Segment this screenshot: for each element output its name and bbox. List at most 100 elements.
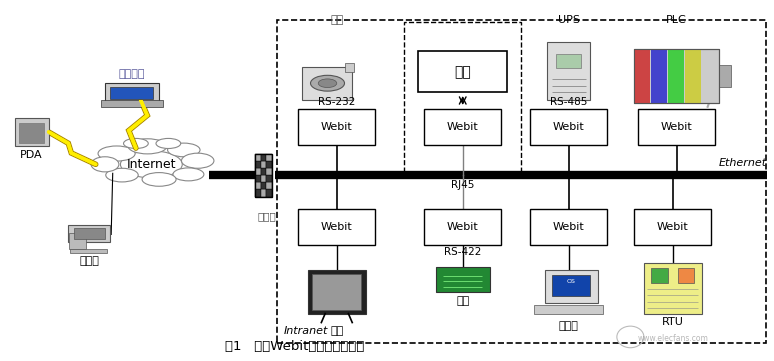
Bar xyxy=(266,168,272,175)
Text: 图1   嵌入Webit的设备互联网络: 图1 嵌入Webit的设备互联网络 xyxy=(224,340,364,353)
Bar xyxy=(261,182,266,190)
Bar xyxy=(668,49,683,103)
Text: RS-485: RS-485 xyxy=(550,97,587,107)
Bar xyxy=(261,153,266,161)
Bar xyxy=(424,209,502,245)
Text: 摄像: 摄像 xyxy=(330,15,344,25)
Ellipse shape xyxy=(121,151,182,178)
Bar xyxy=(634,49,649,103)
Bar xyxy=(19,123,44,143)
Bar xyxy=(424,109,502,144)
Bar xyxy=(313,274,361,310)
Bar xyxy=(651,49,666,103)
Text: Webit: Webit xyxy=(657,222,689,232)
Text: 计算机: 计算机 xyxy=(559,321,578,331)
Bar xyxy=(308,270,366,314)
Bar xyxy=(298,109,375,144)
Text: PLC: PLC xyxy=(666,15,687,25)
Bar xyxy=(634,49,719,103)
Text: Webit: Webit xyxy=(553,222,584,232)
Bar xyxy=(266,161,272,168)
Text: 设备: 设备 xyxy=(454,65,471,79)
Bar xyxy=(255,182,261,190)
Ellipse shape xyxy=(173,168,204,181)
Ellipse shape xyxy=(168,143,200,157)
Bar xyxy=(436,267,490,292)
Text: RTU: RTU xyxy=(662,317,683,327)
Ellipse shape xyxy=(142,173,176,186)
Bar xyxy=(266,190,272,197)
Text: Ethernet: Ethernet xyxy=(718,158,766,168)
Circle shape xyxy=(310,75,344,91)
Bar xyxy=(255,153,272,197)
Bar xyxy=(266,182,272,190)
Bar xyxy=(105,83,159,101)
Text: www.elecfans.com: www.elecfans.com xyxy=(638,334,708,343)
Bar xyxy=(261,168,266,175)
Text: PDA: PDA xyxy=(20,150,43,160)
Bar xyxy=(298,209,375,245)
Bar xyxy=(255,175,261,182)
Bar xyxy=(634,49,719,103)
Ellipse shape xyxy=(181,153,214,168)
Text: 计算机: 计算机 xyxy=(80,256,100,266)
Bar xyxy=(418,51,507,92)
Bar xyxy=(557,53,581,68)
Text: RS-422: RS-422 xyxy=(444,247,481,257)
Bar xyxy=(530,109,607,144)
Bar xyxy=(547,42,591,100)
Bar xyxy=(644,263,702,314)
Text: RS-232: RS-232 xyxy=(318,97,355,107)
Bar xyxy=(277,20,765,343)
Text: OS: OS xyxy=(567,279,575,284)
Bar xyxy=(15,118,49,146)
Bar xyxy=(255,161,261,168)
Bar xyxy=(111,87,153,99)
Text: Webit: Webit xyxy=(321,222,353,232)
Text: UPS: UPS xyxy=(557,15,580,25)
Bar xyxy=(261,190,266,197)
Bar xyxy=(651,268,668,283)
Bar xyxy=(552,275,591,296)
Text: 手提电脑: 手提电脑 xyxy=(118,69,146,79)
Ellipse shape xyxy=(98,146,135,161)
Text: 防火墙: 防火墙 xyxy=(258,211,276,221)
Text: Intranet: Intranet xyxy=(283,326,328,336)
Text: 板卡: 板卡 xyxy=(456,296,469,305)
Bar xyxy=(255,153,272,197)
Text: RJ45: RJ45 xyxy=(451,180,474,191)
Text: Webit: Webit xyxy=(447,122,478,131)
Bar xyxy=(68,226,111,242)
Ellipse shape xyxy=(91,157,119,172)
Ellipse shape xyxy=(128,139,167,154)
Text: 电视: 电视 xyxy=(330,326,344,336)
Bar xyxy=(101,100,163,107)
Bar xyxy=(70,249,108,253)
Bar xyxy=(530,209,607,245)
Ellipse shape xyxy=(106,168,139,182)
Bar xyxy=(255,190,261,197)
Bar xyxy=(719,65,731,87)
Text: Webit: Webit xyxy=(447,222,478,232)
Bar xyxy=(534,305,603,314)
Text: Internet: Internet xyxy=(127,158,176,171)
Bar xyxy=(261,175,266,182)
Bar xyxy=(638,109,715,144)
Text: Webit: Webit xyxy=(553,122,584,131)
Ellipse shape xyxy=(124,138,149,148)
Bar xyxy=(302,67,352,100)
Circle shape xyxy=(318,79,337,87)
Bar xyxy=(266,153,272,161)
Bar xyxy=(685,49,700,103)
Bar xyxy=(255,168,261,175)
Bar xyxy=(546,270,598,303)
Bar xyxy=(266,175,272,182)
Bar xyxy=(70,232,87,249)
Bar xyxy=(344,62,354,71)
Bar xyxy=(677,268,694,283)
Bar xyxy=(634,209,711,245)
Ellipse shape xyxy=(156,138,180,148)
Text: Webit: Webit xyxy=(661,122,693,131)
Bar xyxy=(74,228,105,239)
Bar xyxy=(255,153,261,161)
